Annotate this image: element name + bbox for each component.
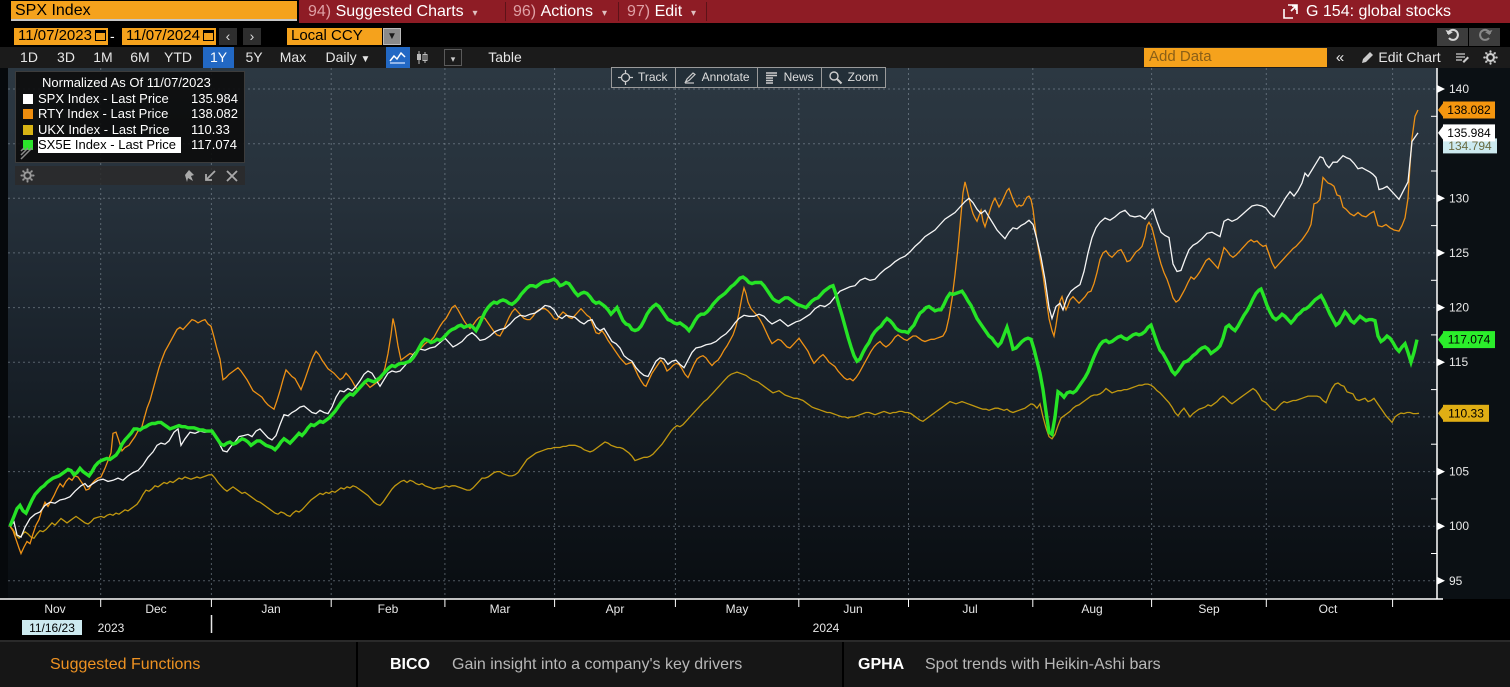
svg-text:Apr: Apr (606, 602, 625, 616)
svg-text:120: 120 (1449, 301, 1469, 315)
svg-text:Feb: Feb (378, 602, 399, 616)
svg-text:100: 100 (1449, 519, 1469, 533)
svg-text:Jun: Jun (843, 602, 862, 616)
svg-text:2023: 2023 (98, 621, 125, 635)
svg-text:138.082: 138.082 (1447, 103, 1491, 117)
svg-text:130: 130 (1449, 191, 1469, 205)
svg-text:135.984: 135.984 (1447, 126, 1491, 140)
svg-text:Nov: Nov (44, 602, 65, 616)
svg-text:117.074: 117.074 (1448, 333, 1491, 347)
svg-text:Oct: Oct (1319, 602, 1338, 616)
svg-text:125: 125 (1449, 246, 1469, 260)
svg-text:Aug: Aug (1081, 602, 1102, 616)
svg-text:May: May (726, 602, 749, 616)
svg-text:134.794: 134.794 (1448, 139, 1492, 153)
svg-text:Jul: Jul (962, 602, 977, 616)
svg-text:Sep: Sep (1198, 602, 1220, 616)
svg-text:105: 105 (1449, 465, 1469, 479)
svg-text:110.33: 110.33 (1448, 406, 1484, 420)
svg-text:Mar: Mar (490, 602, 511, 616)
svg-text:95: 95 (1449, 574, 1463, 588)
svg-text:140: 140 (1449, 82, 1469, 96)
svg-text:Dec: Dec (145, 602, 166, 616)
svg-text:Jan: Jan (261, 602, 280, 616)
svg-text:2024: 2024 (813, 621, 840, 635)
svg-text:115: 115 (1449, 355, 1468, 369)
svg-text:11/16/23: 11/16/23 (29, 621, 75, 635)
